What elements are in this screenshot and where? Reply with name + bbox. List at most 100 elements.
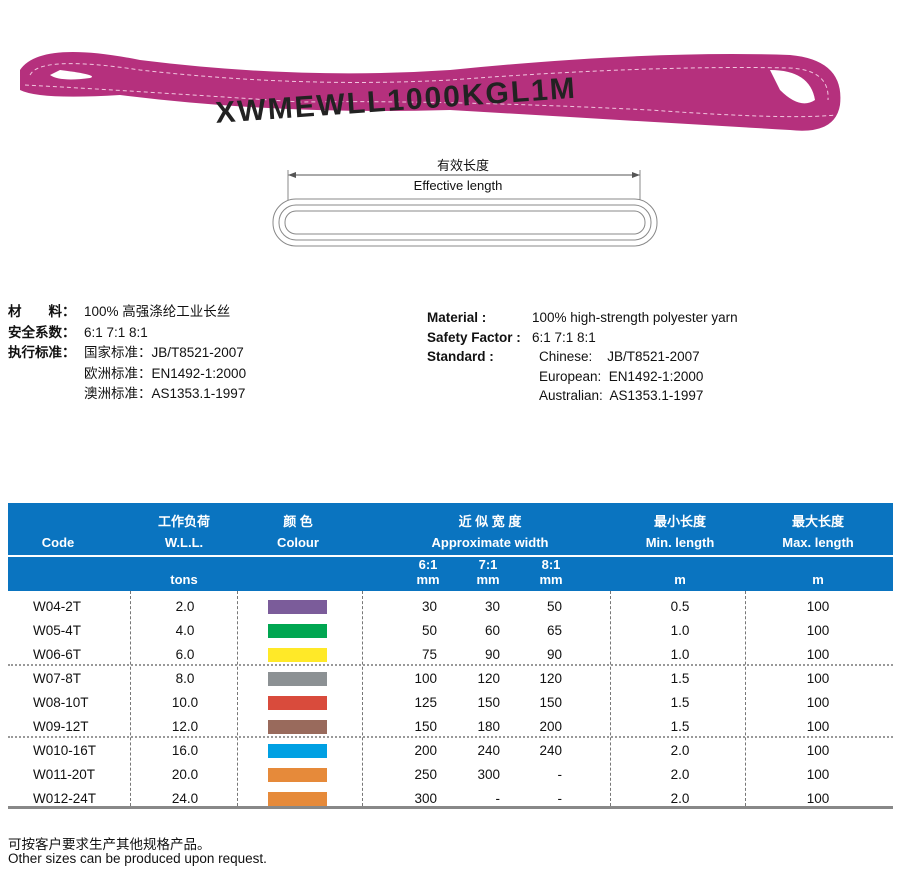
group-divider (8, 736, 893, 738)
cell-code: W010-16T (33, 743, 97, 758)
header-8-1: 8:1 mm (539, 557, 563, 587)
header-wll-en: W.L.L. (164, 535, 204, 550)
header-width-en: Approximate width (431, 535, 549, 550)
cell-max-length: 100 (806, 599, 830, 614)
diagram-label-cn: 有效长度 (436, 158, 490, 173)
spec-value: Chinese: JB/T8521-2007 (539, 349, 700, 364)
cell-code: W06-6T (33, 647, 82, 662)
cell-width-8-1: 200 (539, 719, 562, 734)
cell-width-6-1: 200 (414, 743, 437, 758)
table-row: W06-6T 6.0 75 90 90 1.0 100 (8, 643, 893, 667)
cell-code: W05-4T (33, 623, 82, 638)
spec-label: 安全系数： (8, 324, 76, 340)
colour-swatch (268, 744, 327, 758)
effective-length-diagram (272, 170, 658, 247)
table-body: W04-2T 2.0 30 30 50 0.5 100 W05-4T 4.0 50… (8, 591, 893, 809)
spec-value: 6:1 7:1 8:1 (532, 329, 596, 345)
footer-note-cn: 可按客户要求生产其他规格产品。 (8, 837, 211, 852)
header-colour-en: Colour (277, 535, 319, 550)
colour-swatch (268, 696, 327, 710)
loop-outline-middle (278, 204, 652, 241)
loop-outline-inner (284, 210, 646, 235)
cell-min-length: 2.0 (670, 767, 690, 782)
header-min-en: Min. length (645, 535, 715, 550)
sling-product-image: XWMEWLL1000KGL1M (20, 52, 841, 131)
table-header: Code 工作负荷 W.L.L. 颜 色 Colour 近 似 宽 度 Appr… (8, 503, 893, 557)
cell-max-length: 100 (806, 695, 830, 710)
header-wll-cn: 工作负荷 (157, 514, 211, 529)
table-row: W011-20T 20.0 250 300 - 2.0 100 (8, 763, 893, 787)
cell-code: W011-20T (33, 767, 96, 782)
specification-table: Code 工作负荷 W.L.L. 颜 色 Colour 近 似 宽 度 Appr… (8, 503, 893, 809)
specs-chinese: 材 料： 100% 高强涤纶工业长丝 安全系数： 6:1 7:1 8:1 执行标准：… (8, 302, 246, 405)
cell-max-length: 100 (806, 719, 830, 734)
spec-label: Standard (427, 349, 486, 364)
cell-code: W012-24T (33, 791, 97, 806)
cell-max-length: 100 (806, 647, 830, 662)
cell-min-length: 1.0 (670, 623, 690, 638)
table-subheader: tons 6:1 mm 7:1 mm 8:1 mm m m (8, 557, 893, 591)
table-row: W012-24T 24.0 300 - - 2.0 100 (8, 787, 893, 811)
cell-width-6-1: 75 (421, 647, 437, 662)
table-row: W07-8T 8.0 100 120 120 1.5 100 (8, 667, 893, 691)
colour-swatch (268, 792, 327, 806)
header-colour-cn: 颜 色 (283, 514, 313, 529)
table-row: W08-10T 10.0 125 150 150 1.5 100 (8, 691, 893, 715)
cell-wll: 8.0 (175, 671, 195, 686)
header-width-cn: 近 似 宽 度 (458, 514, 522, 529)
cell-width-7-1: 120 (477, 671, 500, 686)
cell-width-7-1: 180 (477, 719, 500, 734)
cell-min-length: 1.5 (670, 719, 690, 734)
cell-width-6-1: 300 (414, 791, 437, 806)
colour-swatch (268, 600, 327, 614)
spec-value: European: EN1492-1:2000 (539, 368, 704, 384)
header-min-cn: 最小长度 (653, 514, 707, 529)
table-row: W04-2T 2.0 30 30 50 0.5 100 (8, 595, 893, 619)
spec-label (8, 364, 84, 385)
table-row: W09-12T 12.0 150 180 200 1.5 100 (8, 715, 893, 739)
spec-value: 100% 高强涤纶工业长丝 (84, 304, 231, 319)
spec-label: Safety Factor (427, 329, 513, 345)
loop-outline-outer (272, 198, 658, 247)
cell-max-length: 100 (806, 791, 830, 806)
cell-width-7-1: 90 (484, 647, 500, 662)
cell-min-length: 1.0 (670, 647, 690, 662)
cell-width-8-1: 150 (539, 695, 562, 710)
cell-wll: 16.0 (171, 743, 199, 758)
cell-width-8-1: 65 (546, 623, 562, 638)
colour-swatch (268, 768, 327, 782)
cell-width-6-1: 30 (421, 599, 437, 614)
spec-value: 100% high-strength polyester yarn (532, 310, 738, 325)
colour-swatch (268, 624, 327, 638)
cell-width-8-1: 50 (546, 599, 562, 614)
spec-value: 欧洲标准：EN1492-1:2000 (84, 365, 247, 381)
cell-code: W08-10T (33, 695, 89, 710)
cell-wll: 20.0 (171, 767, 199, 782)
cell-min-length: 2.0 (670, 743, 690, 758)
unit-tons: tons (170, 572, 198, 587)
cell-width-8-1: 240 (539, 743, 562, 758)
cell-width-8-1: - (557, 767, 563, 782)
spec-value: 6:1 7:1 8:1 (84, 324, 148, 340)
cell-width-7-1: 60 (484, 623, 500, 638)
diagram-label-en: Effective length (413, 178, 503, 193)
footer-note-en: Other sizes can be produced upon request… (8, 851, 267, 866)
header-6-1: 6:1 mm (416, 557, 440, 587)
cell-min-length: 1.5 (670, 695, 690, 710)
cell-wll: 6.0 (175, 647, 195, 662)
spec-value: 澳洲标准：AS1353.1-1997 (84, 386, 246, 401)
cell-min-length: 0.5 (670, 599, 690, 614)
group-divider (8, 664, 893, 666)
cell-max-length: 100 (806, 767, 830, 782)
cell-min-length: 2.0 (670, 791, 690, 806)
header-max-cn: 最大长度 (791, 514, 845, 529)
colour-swatch (268, 672, 327, 686)
cell-width-8-1: 120 (539, 671, 562, 686)
cell-width-7-1: - (495, 791, 501, 806)
cell-width-6-1: 50 (421, 623, 437, 638)
cell-width-6-1: 125 (414, 695, 437, 710)
header-7-1: 7:1 mm (476, 557, 500, 587)
cell-code: W04-2T (33, 599, 82, 614)
colour-swatch (268, 648, 327, 662)
unit-max-m: m (812, 572, 824, 587)
